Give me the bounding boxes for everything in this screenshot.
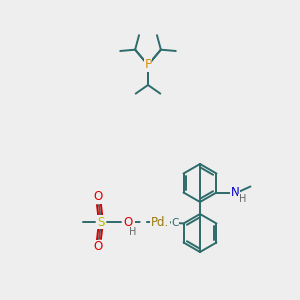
Text: P: P <box>144 58 152 71</box>
Text: H: H <box>129 227 137 237</box>
Text: Pd.: Pd. <box>151 215 169 229</box>
Text: O: O <box>93 190 103 203</box>
Text: N: N <box>231 186 240 199</box>
Text: O: O <box>93 241 103 254</box>
Text: C: C <box>171 218 178 228</box>
Text: S: S <box>97 215 105 229</box>
Text: O: O <box>123 215 133 229</box>
Text: H: H <box>239 194 246 205</box>
